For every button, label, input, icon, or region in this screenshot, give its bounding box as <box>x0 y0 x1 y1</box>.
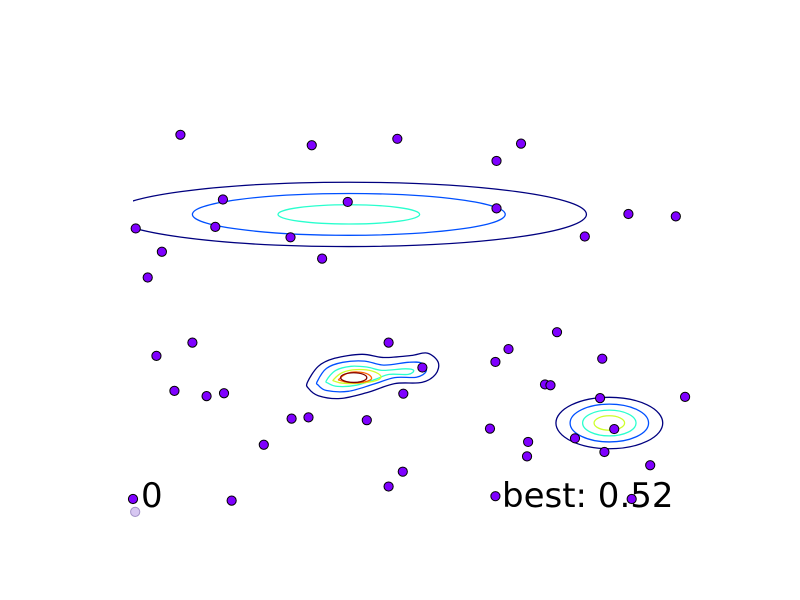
scatter-point <box>306 140 317 151</box>
scatter-point <box>523 436 534 448</box>
scatter-point <box>545 380 556 391</box>
scatter-point <box>569 433 581 444</box>
scatter-point <box>258 439 269 450</box>
scatter-point <box>303 412 314 423</box>
scatter-point <box>218 388 230 399</box>
middle-blob-contour-2 <box>325 365 415 388</box>
scatter-point <box>594 392 606 404</box>
scatter-point <box>361 415 372 426</box>
right-circle-contour-1 <box>569 403 650 443</box>
scatter-point <box>645 460 656 471</box>
scatter-point <box>551 327 563 338</box>
scatter-point <box>342 196 353 208</box>
scatter-point <box>151 350 162 361</box>
scatter-point <box>521 451 533 462</box>
iteration-label: 0 <box>141 476 163 516</box>
scatter-point <box>187 337 198 348</box>
scatter-point <box>156 246 167 257</box>
middle-blob-contour-0 <box>305 352 440 400</box>
scatter-point <box>490 491 501 502</box>
middle-blob-contour-peak <box>339 372 368 384</box>
scatter-point <box>609 423 620 435</box>
scatter-point <box>515 138 527 149</box>
scatter-point <box>579 231 590 242</box>
scatter-point <box>210 221 221 232</box>
scatter-point <box>226 495 237 506</box>
ghost-point <box>130 506 141 517</box>
scatter-point <box>491 203 502 214</box>
scatter-point <box>217 194 229 205</box>
top-ellipse-contour-1 <box>191 192 506 236</box>
scatter-point <box>169 385 180 396</box>
scatter-point <box>130 223 141 234</box>
top-ellipse-contour-2 <box>277 204 421 225</box>
scatter-point <box>679 391 691 402</box>
right-circle-contour-2 <box>581 409 637 437</box>
top-ellipse-contour-0 <box>133 181 588 248</box>
scatter-point <box>392 133 403 144</box>
middle-blob-contour-1 <box>315 360 428 393</box>
middle-blob-contour-3 <box>332 368 382 385</box>
scatter-point <box>317 253 328 264</box>
scatter-point <box>623 208 634 220</box>
scatter-point <box>417 362 428 373</box>
scatter-point <box>626 493 637 505</box>
right-circle-contour-0 <box>555 396 664 450</box>
scatter-point <box>597 353 608 364</box>
scatter-point <box>398 388 409 399</box>
scatter-point <box>491 155 502 167</box>
scatter-point <box>503 343 514 355</box>
contour-layer <box>133 181 664 450</box>
scatter-point <box>397 466 408 477</box>
scatter-point <box>490 356 501 368</box>
scatter-point <box>142 272 153 283</box>
scatter-point <box>670 211 681 222</box>
scatter-point <box>285 232 296 243</box>
scatter-point <box>201 390 212 402</box>
scatter-point <box>599 446 610 458</box>
scatter-point <box>175 129 186 140</box>
scatter-point <box>484 423 496 434</box>
scatter-point <box>286 413 297 424</box>
scatter-point <box>383 481 394 492</box>
scatter-point <box>383 337 394 348</box>
best-score-label: best: 0.52 <box>502 476 674 516</box>
scatter-point <box>127 493 139 505</box>
point-layer <box>127 129 691 517</box>
